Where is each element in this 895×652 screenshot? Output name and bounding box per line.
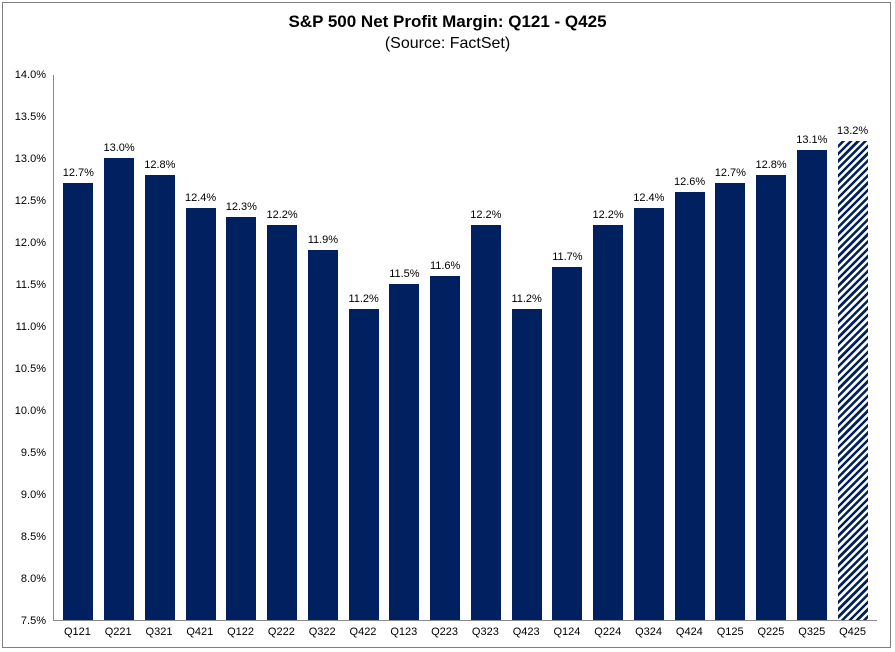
x-tick-label: Q224 — [594, 626, 622, 638]
bar-value-label: 12.7% — [714, 167, 746, 179]
y-tick-label: 8.5% — [20, 531, 46, 543]
bar — [389, 284, 420, 620]
bar-column: 11.5% — [384, 75, 425, 620]
y-tick-label: 9.0% — [20, 489, 46, 501]
x-tick-label: Q425 — [839, 626, 866, 638]
bar-value-label: 13.2% — [837, 125, 869, 137]
bar-value-label: 13.1% — [796, 134, 828, 146]
bar-column: 12.4% — [629, 75, 670, 620]
x-tick-label: Q124 — [553, 626, 581, 638]
chart-title: S&P 500 Net Profit Margin: Q121 - Q425 — [288, 12, 607, 31]
x-tick-label: Q222 — [267, 626, 295, 638]
bar — [756, 175, 787, 620]
x-tick-label: Q325 — [798, 626, 826, 638]
x-tick-label: Q122 — [227, 626, 255, 638]
bar — [511, 309, 542, 620]
bar — [593, 225, 624, 620]
bar-column: 12.3% — [221, 75, 262, 620]
y-tick-label: 12.5% — [14, 195, 46, 207]
bar-estimate-hatched — [837, 141, 868, 620]
y-tick-label: 7.5% — [20, 615, 46, 627]
bar-value-label: 12.4% — [633, 192, 665, 204]
x-tick-label: Q322 — [308, 626, 336, 638]
y-tick-label: 10.0% — [14, 405, 46, 417]
bar-value-label: 12.2% — [592, 209, 624, 221]
y-tick-label: 11.0% — [15, 321, 46, 333]
y-tick-label: 12.0% — [14, 237, 46, 249]
bar — [144, 175, 175, 620]
bar — [715, 183, 746, 620]
x-tick-label: Q121 — [63, 626, 91, 638]
bar-column: 11.2% — [343, 75, 384, 620]
x-tick-label: Q424 — [675, 626, 703, 638]
bar-column: 11.2% — [506, 75, 547, 620]
bar — [307, 250, 338, 620]
bar-column: 11.7% — [547, 75, 588, 620]
y-tick-label: 9.5% — [20, 447, 46, 459]
bar-value-label: 12.8% — [755, 159, 787, 171]
y-tick-label: 8.0% — [20, 573, 46, 585]
bar-value-label: 11.7% — [552, 251, 583, 263]
y-tick-label: 10.5% — [14, 363, 46, 375]
bar-column: 13.0% — [99, 75, 140, 620]
bar-column: 12.7% — [58, 75, 99, 620]
y-tick-label: 13.0% — [14, 153, 46, 165]
bar-value-label: 11.6% — [429, 260, 461, 272]
bar-value-label: 11.2% — [511, 293, 542, 305]
bar-value-label: 12.2% — [470, 209, 502, 221]
x-tick-label: Q422 — [349, 626, 377, 638]
bar — [226, 217, 257, 620]
x-tick-label: Q423 — [512, 626, 540, 638]
bar-column: 13.2% — [832, 75, 873, 620]
bar — [674, 192, 705, 620]
bar-value-label: 13.0% — [103, 142, 135, 154]
x-tick-label: Q123 — [390, 626, 418, 638]
bar-column: 11.6% — [425, 75, 466, 620]
x-tick-label: Q221 — [104, 626, 132, 638]
bar-column: 12.2% — [466, 75, 507, 620]
y-tick-label: 11.5% — [15, 279, 46, 291]
bar — [430, 276, 461, 620]
bar-column: 13.1% — [792, 75, 833, 620]
bar-column: 12.4% — [180, 75, 221, 620]
bar-value-label: 12.6% — [674, 176, 706, 188]
bar-column: 12.2% — [588, 75, 629, 620]
x-tick-label: Q125 — [716, 626, 744, 638]
y-tick-label: 14.0% — [14, 69, 46, 81]
bar-value-label: 12.2% — [266, 209, 298, 221]
bar-column: 12.8% — [751, 75, 792, 620]
bar — [348, 309, 379, 620]
bar-value-label: 12.4% — [185, 192, 217, 204]
bar — [185, 208, 216, 620]
bar-column: 12.6% — [669, 75, 710, 620]
bar-value-label: 12.3% — [225, 201, 257, 213]
bar — [470, 225, 501, 620]
bar-column: 12.2% — [262, 75, 303, 620]
x-tick-label: Q223 — [431, 626, 459, 638]
y-tick-label: 13.5% — [14, 111, 46, 123]
bar-value-label: 11.2% — [348, 293, 379, 305]
bar — [796, 150, 827, 620]
x-tick-label: Q225 — [757, 626, 785, 638]
bar-column: 12.7% — [710, 75, 751, 620]
bar-column: 12.8% — [140, 75, 181, 620]
bar-value-label: 11.5% — [389, 268, 420, 280]
x-tick-label: Q321 — [145, 626, 173, 638]
bar — [552, 267, 583, 620]
x-tick-label: Q323 — [471, 626, 499, 638]
plot-area: 12.7% 13.0% 12.8% 12.4% 12.3% 12.2% 11.9% 11.2%… — [53, 75, 877, 621]
bar-column: 11.9% — [303, 75, 344, 620]
bar — [63, 183, 94, 620]
bar-value-label: 11.9% — [307, 234, 339, 246]
x-axis-tick-labels: Q121 Q221 Q321 Q421 Q122 Q222 Q322 Q422 Q123 Q223… — [53, 626, 877, 639]
bar — [104, 158, 135, 620]
bar-value-label: 12.8% — [144, 159, 176, 171]
bar-value-label: 12.7% — [62, 167, 94, 179]
bar — [267, 225, 298, 620]
chart-subtitle: (Source: FactSet) — [384, 35, 511, 52]
x-tick-label: Q324 — [635, 626, 663, 638]
bar — [633, 208, 664, 620]
x-tick-label: Q421 — [186, 626, 214, 638]
